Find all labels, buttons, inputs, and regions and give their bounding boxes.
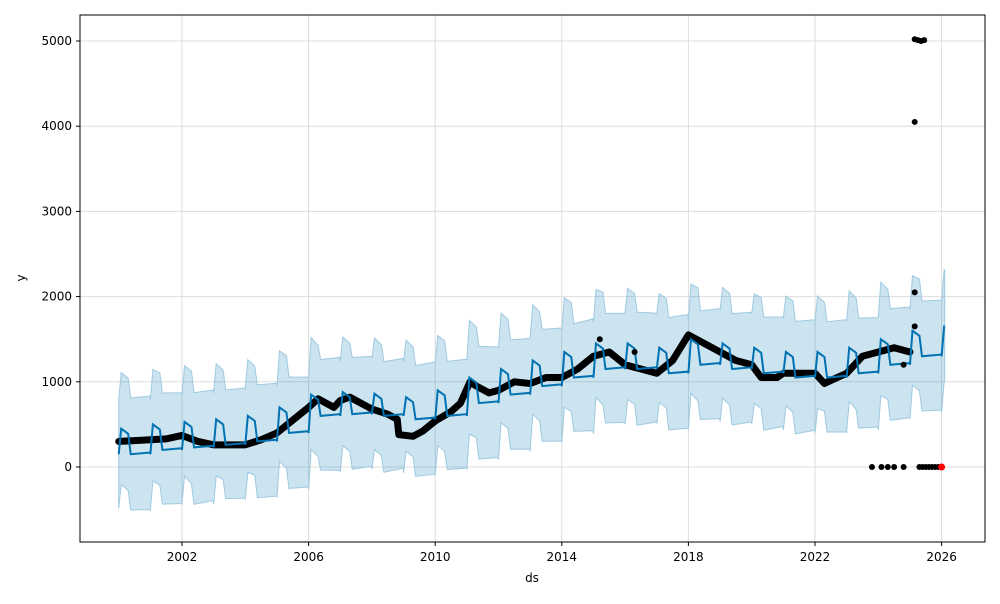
x-tick-label: 2022 [800,550,831,564]
plot-frame [79,14,986,543]
x-tick-label: 2014 [547,550,578,564]
x-tick-label: 2002 [167,550,198,564]
y-tick-label: 4000 [41,119,72,133]
y-tick-label: 0 [64,460,72,474]
axis-ticks: 2002 2006 2010 2014 2018 2022 2026 0 1000 2000 300… [41,34,956,564]
observed-point [911,289,918,296]
observed-point [596,336,603,343]
observed-point [878,464,885,470]
y-tick-label: 5000 [41,34,72,48]
highlighted-point [938,463,946,471]
observed-point [911,323,918,330]
observed-point [900,361,907,368]
x-tick-label: 2010 [420,550,451,564]
observed-point [891,464,898,470]
observed-points [596,36,946,471]
observed-point [868,464,875,470]
observed-point [911,118,918,125]
y-tick-label: 1000 [41,375,72,389]
observed-point [921,37,928,44]
uncertainty-interval [118,268,946,512]
observed-point [631,348,638,355]
observed-point [884,464,891,470]
forecast-line [117,325,946,456]
y-tick-label: 3000 [41,204,72,218]
y-axis-label: y [14,274,28,281]
y-tick-label: 2000 [41,290,72,304]
x-axis-label: ds [525,571,539,585]
x-tick-label: 2006 [293,550,324,564]
x-tick-label: 2026 [926,550,957,564]
x-tick-label: 2018 [673,550,704,564]
observed-series [115,331,914,449]
observed-point [900,464,907,470]
